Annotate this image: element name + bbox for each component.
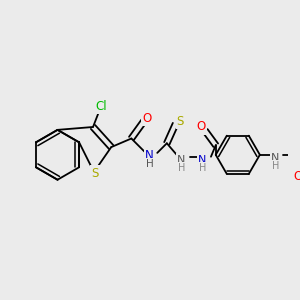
Text: N: N <box>177 154 185 165</box>
Text: S: S <box>177 115 184 128</box>
Text: H: H <box>199 163 206 173</box>
Text: O: O <box>197 121 206 134</box>
Text: N: N <box>271 153 279 163</box>
Text: S: S <box>91 167 99 179</box>
Text: N: N <box>145 149 154 162</box>
Text: H: H <box>272 161 279 171</box>
Text: H: H <box>146 159 154 170</box>
Text: Cl: Cl <box>96 100 107 113</box>
Text: O: O <box>294 170 300 183</box>
Text: O: O <box>142 112 151 125</box>
Text: N: N <box>198 154 206 165</box>
Text: H: H <box>178 163 185 173</box>
